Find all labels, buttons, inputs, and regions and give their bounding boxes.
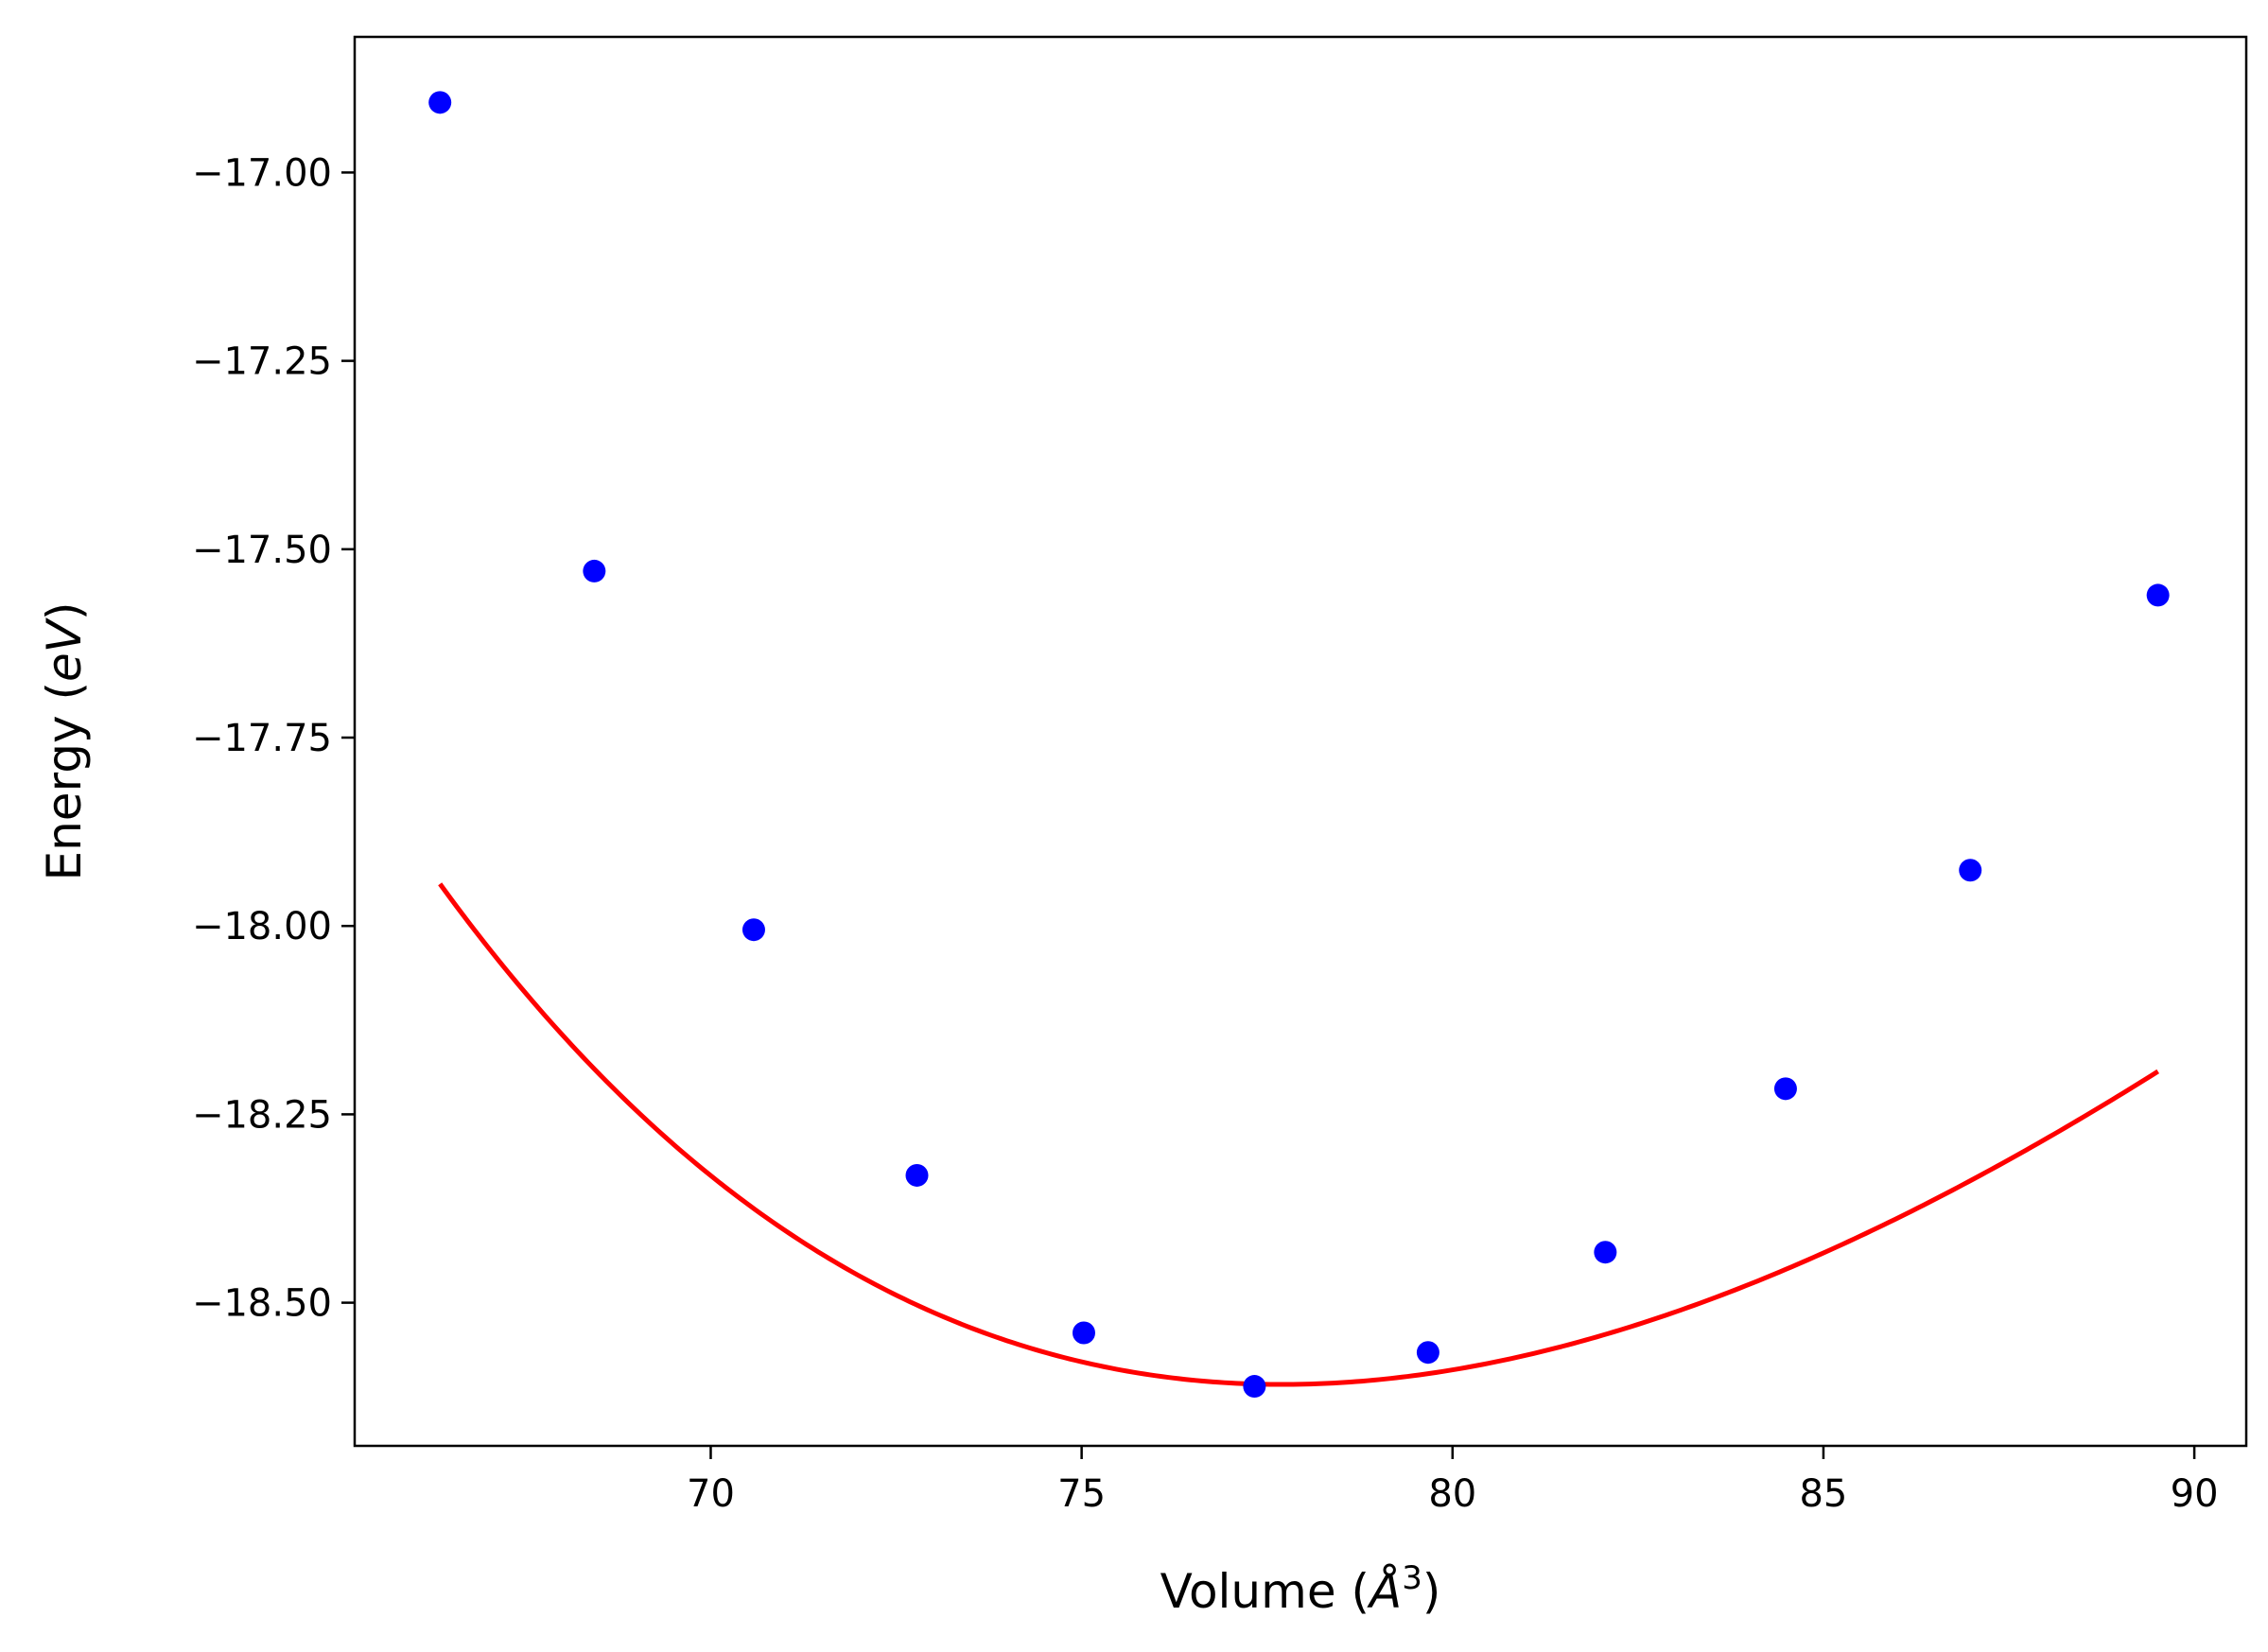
data-point-6	[1416, 1341, 1439, 1365]
data-point-1	[583, 559, 606, 583]
x-axis-ticks: 70 75 80 85 90	[687, 1446, 2219, 1516]
x-axis-label-prefix: Volume (	[1160, 1564, 1370, 1619]
y-tick-label-4: −18.00	[192, 905, 332, 948]
data-point-3	[905, 1163, 929, 1187]
data-point-8	[1773, 1077, 1797, 1101]
y-tick-label-6: −18.50	[192, 1282, 332, 1326]
x-axis-label-suffix: )	[1422, 1564, 1441, 1619]
y-tick-label-0: −17.00	[192, 151, 332, 195]
y-axis-label-variable: eV	[37, 617, 92, 682]
x-tick-label-70: 70	[687, 1472, 735, 1516]
x-axis-label: Volume (Å3)	[1160, 1559, 1441, 1619]
y-tick-label-2: −17.50	[192, 529, 332, 572]
plot-area	[353, 35, 2248, 1448]
data-point-5	[1243, 1375, 1266, 1399]
x-tick-label-90: 90	[2171, 1472, 2219, 1516]
x-axis-label-superscript: 3	[1402, 1559, 1422, 1597]
y-axis-label: Energy (eV)	[37, 602, 92, 881]
data-points-layer	[428, 91, 2170, 1399]
x-axis-label-variable: Å	[1367, 1564, 1402, 1619]
data-point-0	[428, 91, 452, 114]
x-tick-label-85: 85	[1799, 1472, 1847, 1516]
x-tick-label-75: 75	[1057, 1472, 1106, 1516]
y-axis-ticks: −17.00 −17.25 −17.50 −17.75 −18.00 −18.25 −18.…	[192, 151, 355, 1326]
fit-curve-layer	[438, 882, 2159, 1387]
data-point-7	[1594, 1241, 1617, 1264]
y-tick-label-1: −17.25	[192, 340, 332, 384]
data-point-4	[1072, 1321, 1095, 1345]
data-point-10	[2146, 583, 2170, 607]
x-tick-label-80: 80	[1428, 1472, 1476, 1516]
y-tick-label-5: −18.25	[192, 1093, 332, 1137]
y-axis-label-suffix: )	[37, 602, 92, 621]
data-point-2	[741, 918, 765, 942]
y-axis-label-prefix: Energy (	[37, 682, 92, 880]
fit-curve-line	[438, 882, 2159, 1387]
y-tick-label-3: −17.75	[192, 717, 332, 760]
data-point-9	[1959, 859, 1982, 882]
